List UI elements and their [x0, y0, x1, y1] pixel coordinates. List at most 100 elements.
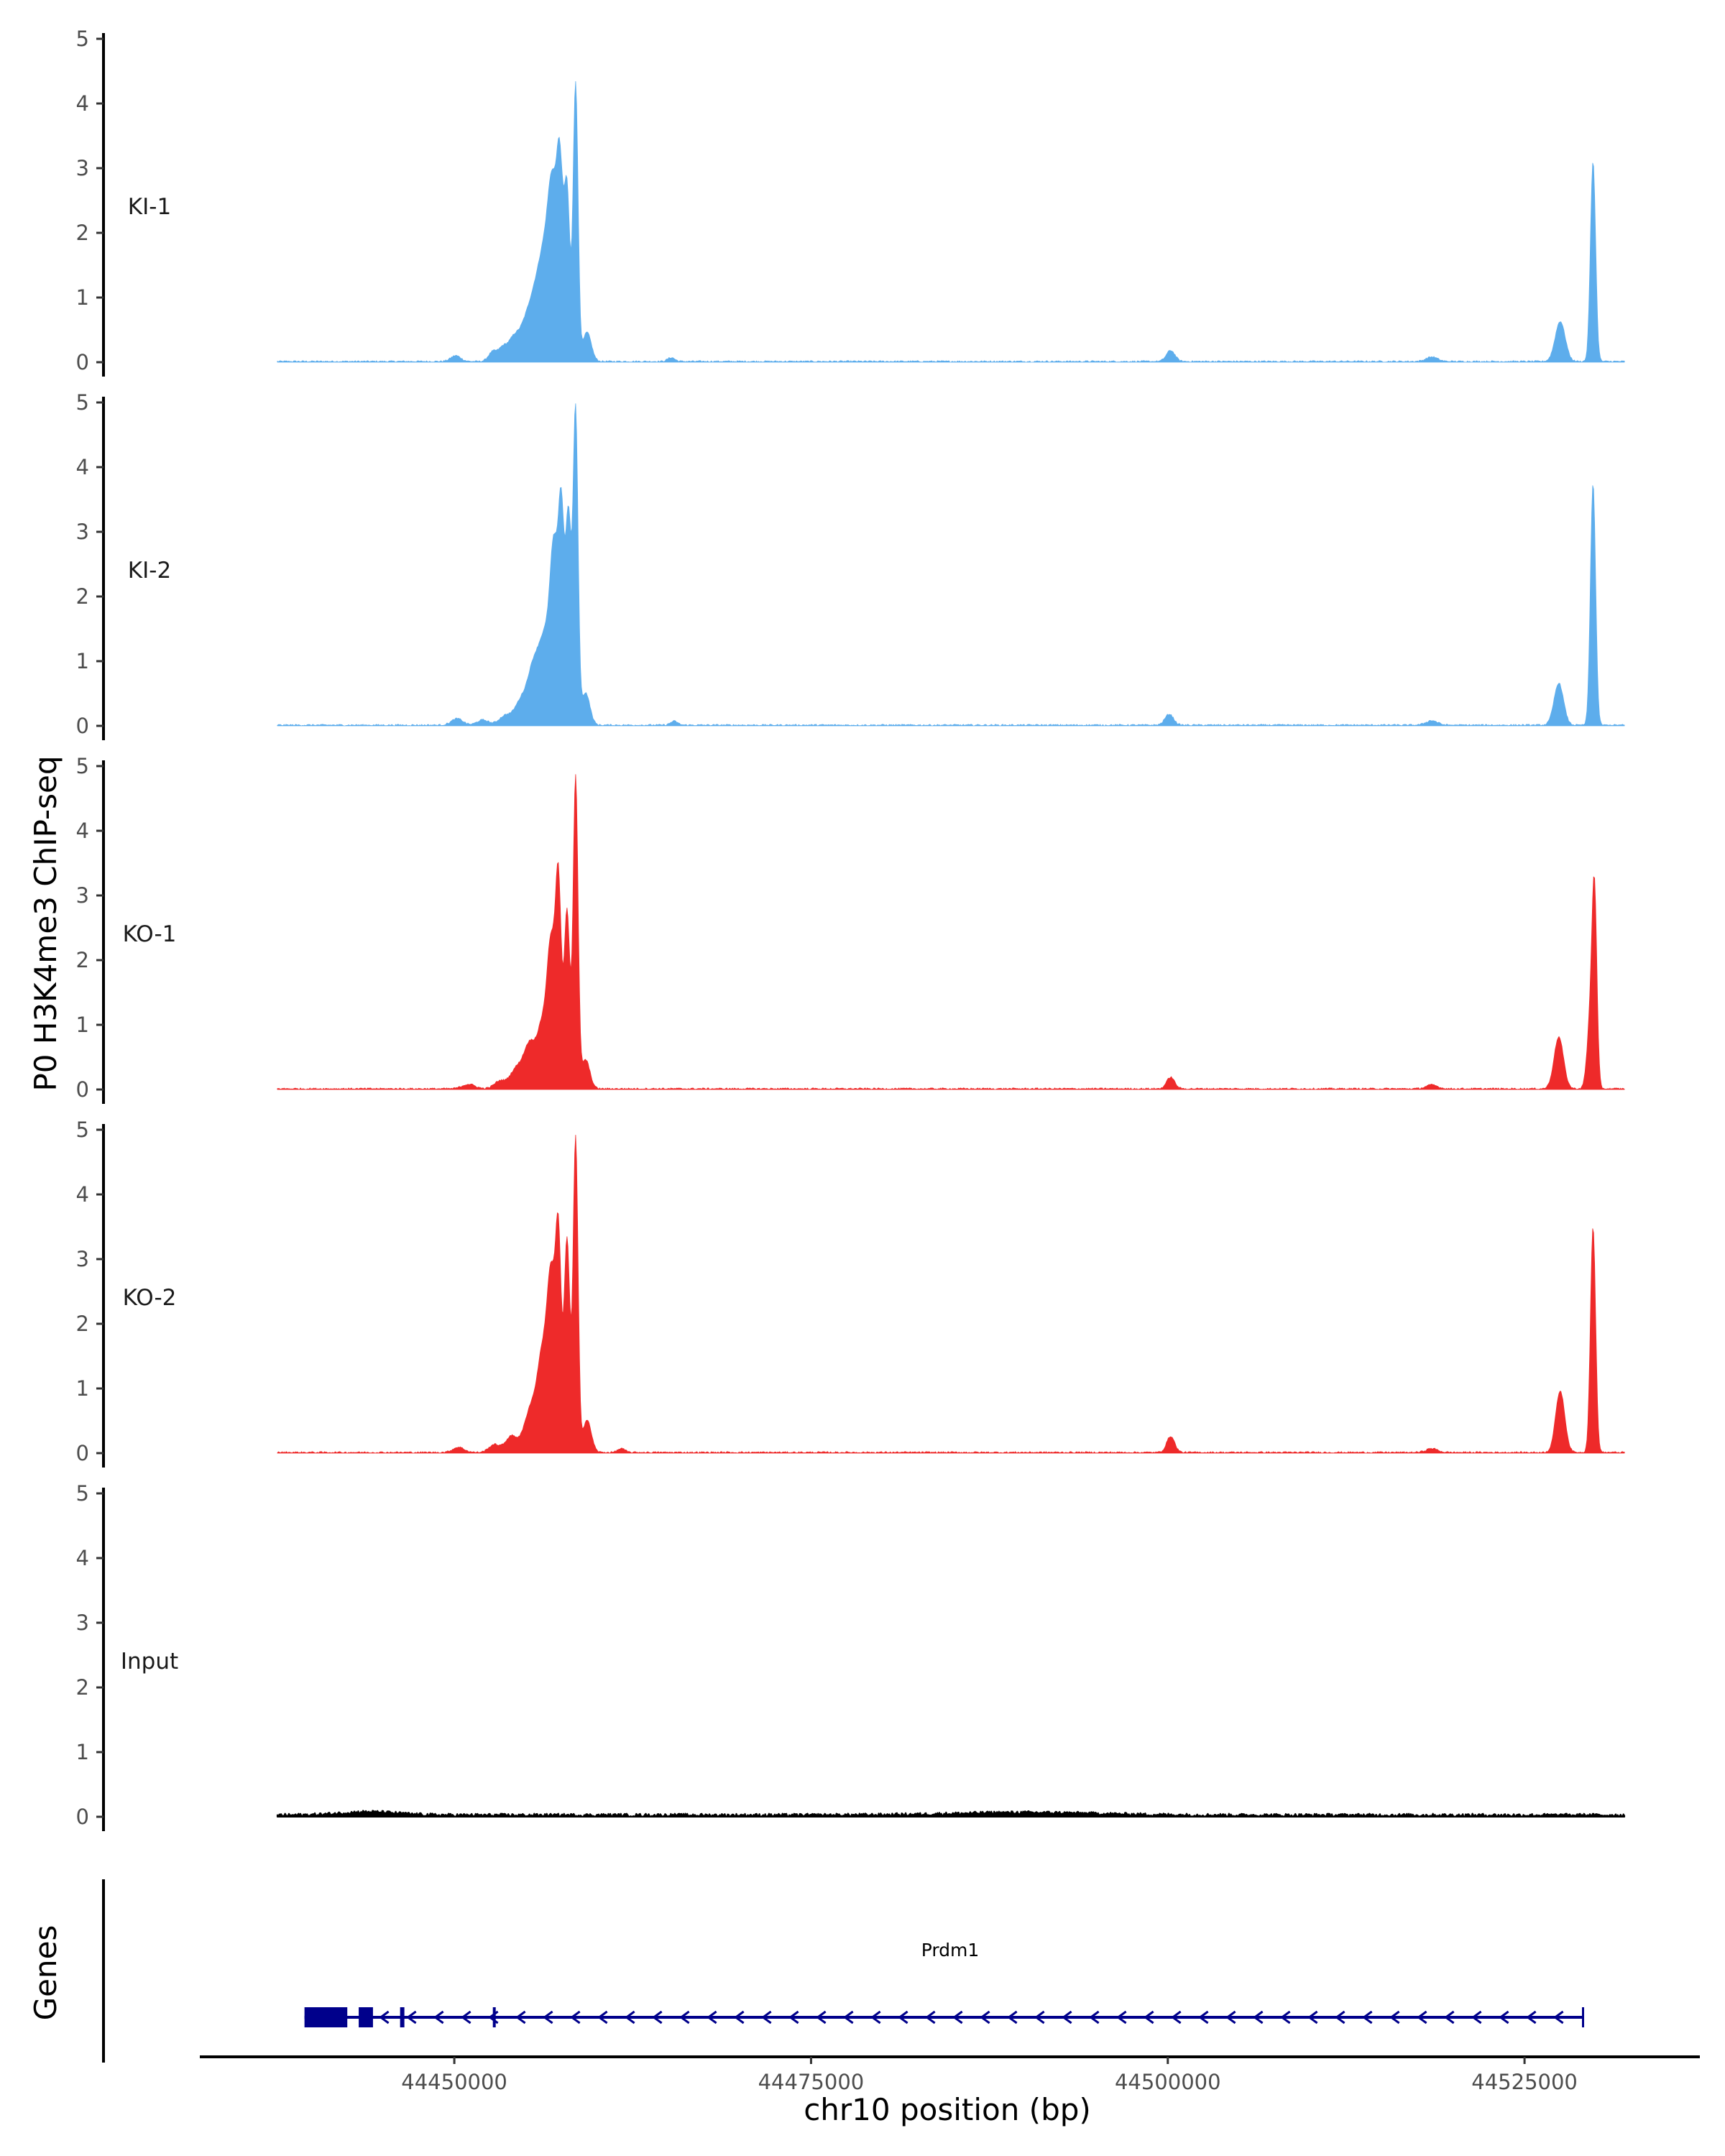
y-axis-title: P0 H3K4me3 ChIP-seq — [28, 755, 63, 1091]
y-tick-label: 0 — [76, 714, 89, 738]
gene-name-label: Prdm1 — [921, 1940, 980, 1961]
strand-arrow — [734, 2010, 745, 2024]
y-tick-label: 3 — [76, 1247, 89, 1271]
gene-track-title: Genes — [28, 1925, 63, 2021]
strand-arrow — [570, 2010, 581, 2024]
strand-arrow — [870, 2010, 881, 2024]
y-tick-label: 2 — [76, 948, 89, 972]
y-tick-label: 1 — [76, 1376, 89, 1401]
strand-arrow — [1225, 2010, 1236, 2024]
strand-arrow — [1526, 2010, 1537, 2024]
y-tick-label: 5 — [76, 390, 89, 415]
y-tick-label: 0 — [76, 1077, 89, 1102]
track-ko-1: 0 1 2 3 4 5 KO-1 — [76, 754, 1625, 1104]
strand-arrow — [1089, 2010, 1100, 2024]
y-tick-label: 4 — [76, 1546, 89, 1570]
coverage-area — [277, 403, 1625, 727]
y-tick-label: 4 — [76, 91, 89, 116]
x-tick-label: 44525000 — [1471, 2070, 1578, 2094]
y-tick-label: 0 — [76, 1805, 89, 1829]
track-label: KO-2 — [123, 1285, 177, 1311]
strand-arrow — [816, 2010, 827, 2024]
strand-arrow — [1553, 2010, 1564, 2024]
strand-arrow — [652, 2010, 663, 2024]
strand-arrow — [761, 2010, 772, 2024]
y-tick-label: 5 — [76, 754, 89, 778]
gene-exon — [400, 2007, 405, 2027]
y-tick-label: 1 — [76, 1013, 89, 1037]
strand-arrow — [1144, 2010, 1154, 2024]
track-input: 0 1 2 3 4 5 Input — [76, 1481, 1626, 1831]
track-ki-1: 0 1 2 3 4 5 KI-1 — [76, 27, 1625, 377]
y-tick-label: 3 — [76, 1611, 89, 1635]
strand-arrow — [843, 2010, 854, 2024]
strand-arrow — [925, 2010, 936, 2024]
strand-arrow — [597, 2010, 608, 2024]
strand-arrow — [1062, 2010, 1072, 2024]
y-tick-label: 3 — [76, 156, 89, 180]
tracks-layer: 0 1 2 3 4 5 KI-1 0 1 2 3 4 5 KI-2 0 1 2 3 4 5 KO-1 0 1 2 3 4 5 KO-2… — [76, 27, 1626, 1831]
y-tick-label: 1 — [76, 649, 89, 673]
strand-arrow — [433, 2010, 444, 2024]
track-label: Input — [121, 1649, 178, 1674]
y-tick-label: 4 — [76, 819, 89, 843]
y-tick-label: 1 — [76, 285, 89, 310]
strand-arrow — [1389, 2010, 1400, 2024]
x-tick-label: 44500000 — [1115, 2070, 1221, 2094]
strand-arrow — [1444, 2010, 1455, 2024]
y-tick-label: 1 — [76, 1740, 89, 1764]
coverage-area — [277, 1135, 1625, 1454]
strand-arrow — [625, 2010, 635, 2024]
strand-arrow — [1335, 2010, 1346, 2024]
y-tick-label: 2 — [76, 221, 89, 245]
gene-track: Prdm1 — [102, 1879, 1584, 2063]
x-tick-label: 44450000 — [401, 2070, 507, 2094]
track-label: KI-2 — [128, 558, 171, 584]
gene-exon — [304, 2007, 348, 2027]
x-tick-label: 44475000 — [758, 2070, 865, 2094]
track-label: KI-1 — [128, 194, 171, 220]
strand-arrow — [461, 2010, 472, 2024]
y-tick-label: 3 — [76, 520, 89, 544]
strand-arrow — [707, 2010, 717, 2024]
strand-arrow — [1253, 2010, 1264, 2024]
strand-arrow — [679, 2010, 690, 2024]
strand-arrow — [515, 2010, 526, 2024]
y-tick-label: 5 — [76, 1118, 89, 1142]
track-ki-2: 0 1 2 3 4 5 KI-2 — [76, 390, 1625, 740]
coverage-area — [276, 1810, 1626, 1818]
strand-arrow — [1417, 2010, 1427, 2024]
strand-arrow — [406, 2010, 417, 2024]
strand-arrow — [1034, 2010, 1045, 2024]
strand-arrow — [980, 2010, 990, 2024]
strand-arrow — [788, 2010, 799, 2024]
y-tick-label: 3 — [76, 883, 89, 908]
track-label: KO-1 — [123, 921, 177, 947]
track-ko-2: 0 1 2 3 4 5 KO-2 — [76, 1118, 1625, 1468]
strand-arrow — [1280, 2010, 1291, 2024]
strand-arrow — [1198, 2010, 1209, 2024]
gene-exon — [492, 2007, 496, 2027]
y-tick-label: 4 — [76, 1182, 89, 1207]
strand-arrow — [952, 2010, 963, 2024]
y-tick-label: 0 — [76, 1441, 89, 1465]
y-tick-label: 2 — [76, 1312, 89, 1336]
strand-arrow — [379, 2010, 390, 2024]
strand-arrow — [898, 2010, 908, 2024]
x-axis-title: chr10 position (bp) — [804, 2092, 1091, 2127]
coverage-area — [277, 80, 1625, 363]
y-tick-label: 5 — [76, 1481, 89, 1506]
strand-arrow — [1362, 2010, 1373, 2024]
y-tick-label: 5 — [76, 27, 89, 51]
y-tick-label: 4 — [76, 455, 89, 479]
strand-arrow — [1307, 2010, 1318, 2024]
gene-exon — [359, 2007, 373, 2027]
strand-arrow — [1116, 2010, 1127, 2024]
strand-arrow — [1471, 2010, 1482, 2024]
y-tick-label: 0 — [76, 350, 89, 374]
strand-arrow — [1007, 2010, 1018, 2024]
strand-arrow — [1499, 2010, 1509, 2024]
coverage-area — [277, 774, 1625, 1090]
y-tick-label: 2 — [76, 1675, 89, 1700]
